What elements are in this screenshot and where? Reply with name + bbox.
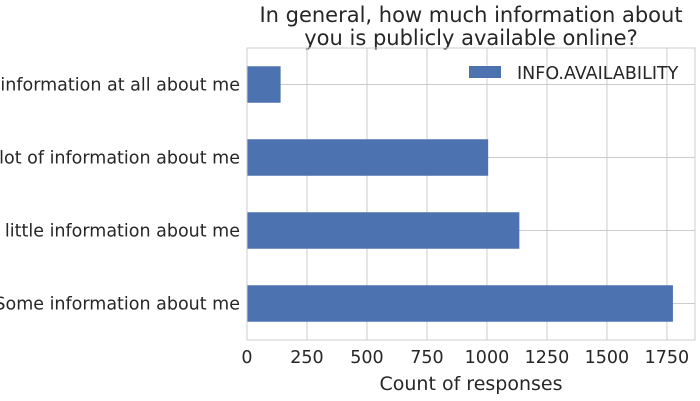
x-tick-label: 1500	[585, 348, 630, 368]
plot-frame	[246, 47, 696, 341]
x-tick-label: 1250	[525, 348, 570, 368]
bars	[247, 66, 673, 322]
y-tick-label: A lot of information about me	[0, 149, 240, 169]
x-tick-labels: 0 250 500 750 1000 1250 1500 1750	[241, 348, 689, 368]
legend: INFO.AVAILABILITY	[469, 64, 679, 84]
x-tick-label: 500	[350, 348, 383, 368]
chart-title-line: you is publicly available online?	[304, 26, 638, 50]
bar	[247, 66, 281, 103]
x-tick-label: 750	[410, 348, 443, 368]
x-tick-label: 1000	[465, 348, 510, 368]
y-tick-label: Some information about me	[0, 295, 240, 315]
y-tick-label: No information at all about me	[0, 76, 240, 96]
y-tick-label: A little information about me	[0, 222, 240, 242]
x-axis-label: Count of responses	[379, 373, 562, 395]
x-tick-label: 1750	[645, 348, 690, 368]
chart-title-line: In general, how much information about	[259, 3, 682, 27]
bar	[247, 139, 489, 176]
bar	[247, 285, 673, 322]
legend-label: INFO.AVAILABILITY	[517, 64, 679, 84]
x-tick-label: 0	[241, 348, 252, 368]
chart-title: In general, how much information aboutyo…	[259, 3, 682, 50]
bar	[247, 212, 520, 249]
legend-swatch	[469, 66, 501, 78]
x-tick-label: 250	[290, 348, 323, 368]
y-tick-labels: Some information about me A little inform…	[0, 76, 240, 315]
